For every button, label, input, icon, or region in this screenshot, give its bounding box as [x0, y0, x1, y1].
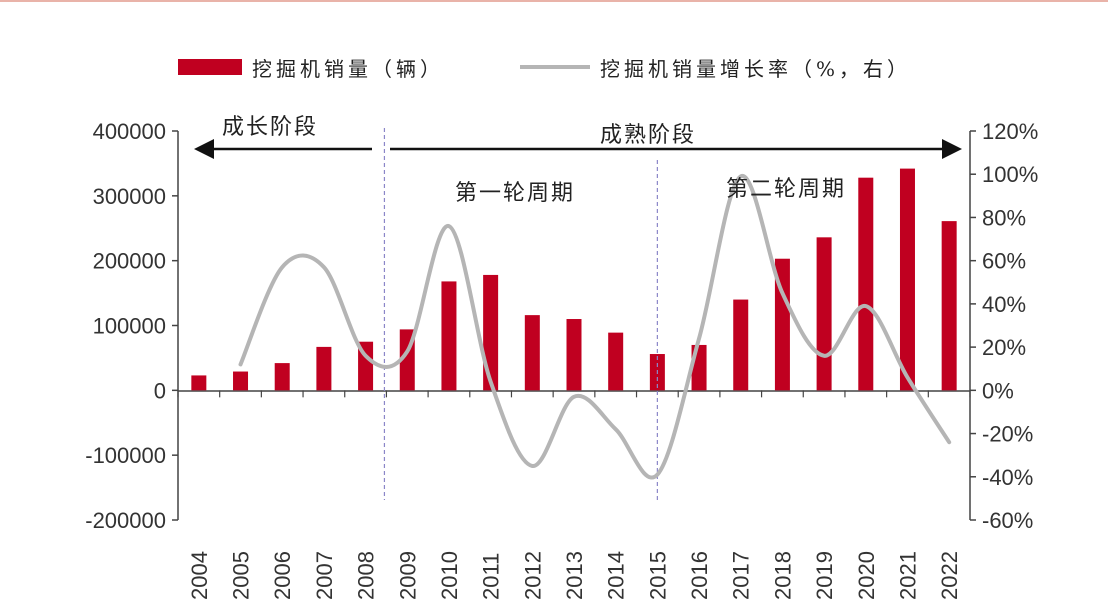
bar-2011 — [483, 274, 499, 391]
bar-2010 — [441, 281, 457, 391]
mature-stage-label: 成熟阶段 — [600, 123, 696, 148]
right-tick-label: 60% — [982, 249, 1026, 274]
mature-stage-arrowhead — [942, 139, 962, 159]
annotations: 成长阶段 成熟阶段 第一轮周期 第二轮周期 — [194, 115, 962, 206]
legend-bar-label: 挖掘机销量（辆） — [252, 57, 444, 81]
x-tick-label: 2009 — [395, 551, 420, 600]
growth-stage-arrowhead — [194, 139, 214, 159]
x-tick-label: 2008 — [354, 551, 379, 600]
right-tick-label: 80% — [982, 205, 1026, 230]
left-tick-label: 200000 — [93, 249, 166, 274]
left-tick-label: -100000 — [85, 443, 166, 468]
x-tick-label: 2020 — [854, 551, 879, 600]
right-tick-label: 40% — [982, 292, 1026, 317]
bar-2013 — [566, 319, 582, 391]
x-tick-label: 2018 — [770, 551, 795, 600]
legend-line-label: 挖掘机销量增长率（%，右） — [600, 57, 911, 81]
bar-2017 — [733, 299, 749, 391]
bar-2005 — [233, 371, 249, 391]
bar-2006 — [274, 363, 290, 391]
right-tick-label: 20% — [982, 335, 1026, 360]
x-tick-label: 2010 — [437, 551, 462, 600]
right-tick-label: -60% — [982, 508, 1033, 533]
left-tick-label: -200000 — [85, 508, 166, 533]
stage-dividers — [383, 128, 658, 500]
left-tick-label: 400000 — [93, 119, 166, 144]
bar-2018 — [774, 258, 790, 391]
bar-2012 — [524, 315, 540, 391]
legend: 挖掘机销量（辆） 挖掘机销量增长率（%，右） — [178, 57, 911, 81]
right-tick-label: 0% — [982, 378, 1014, 403]
right-tick-label: 100% — [982, 162, 1038, 187]
cycle-two-label: 第二轮周期 — [726, 177, 846, 202]
x-tick-label: 2012 — [520, 551, 545, 600]
bar-2021 — [899, 168, 915, 391]
x-tick-label: 2004 — [187, 551, 212, 600]
legend-bar-swatch — [178, 59, 242, 75]
x-tick-label: 2016 — [687, 551, 712, 600]
x-tick-label: 2021 — [895, 551, 920, 600]
x-tick-label: 2015 — [645, 551, 670, 600]
x-tick-label: 2007 — [312, 551, 337, 600]
right-axis-ticks: -60% -40% -20% 0% 20% 40% 60% 80% 100% 120% — [970, 119, 1038, 533]
cycle-one-label: 第一轮周期 — [455, 181, 575, 206]
x-axis-ticks: 2004 2005 2006 2007 2008 2009 2010 2011 2012 2013… — [177, 390, 971, 600]
left-tick-label: 300000 — [93, 184, 166, 209]
right-tick-label: 120% — [982, 119, 1038, 144]
bar-2020 — [858, 177, 874, 391]
bar-2007 — [316, 346, 332, 391]
growth-stage-label: 成长阶段 — [222, 115, 318, 140]
x-tick-label: 2013 — [562, 551, 587, 600]
left-axis-ticks: -200000 -100000 0 100000 200000 300000 400000 — [85, 119, 178, 533]
left-tick-label: 100000 — [93, 314, 166, 339]
x-tick-label: 2019 — [812, 551, 837, 600]
bar-2014 — [608, 332, 624, 391]
line-series — [238, 174, 952, 480]
x-tick-label: 2017 — [729, 551, 754, 600]
x-tick-label: 2005 — [229, 551, 254, 600]
bar-2019 — [816, 237, 832, 391]
bar-2022 — [941, 221, 957, 391]
top-rule — [0, 0, 1108, 2]
right-tick-label: -40% — [982, 465, 1033, 490]
x-tick-label: 2011 — [479, 553, 504, 600]
bar-2004 — [191, 375, 207, 391]
x-tick-label: 2022 — [937, 551, 962, 600]
x-tick-label: 2014 — [604, 551, 629, 600]
right-tick-label: -20% — [982, 422, 1033, 447]
growth-rate-line — [238, 174, 952, 480]
left-tick-label: 0 — [154, 378, 166, 403]
x-tick-label: 2006 — [270, 551, 295, 600]
